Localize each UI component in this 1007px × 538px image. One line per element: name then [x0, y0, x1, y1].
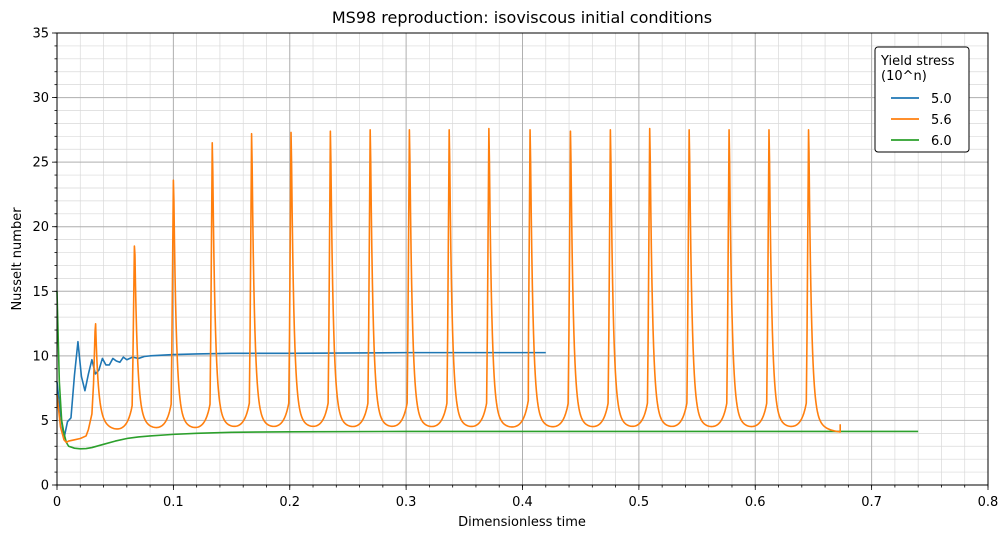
y-tick-label: 20 [32, 220, 49, 235]
series-line-5-6 [56, 127, 841, 444]
x-tick-label: 0.5 [629, 495, 650, 510]
series-line-6-0 [56, 291, 919, 450]
x-tick-label: 0.8 [978, 495, 999, 510]
series-layer [56, 127, 919, 450]
legend-title: Yield stress [880, 54, 955, 69]
x-tick-label: 0.6 [745, 495, 766, 510]
x-tick-label: 0 [53, 495, 61, 510]
legend-box [874, 46, 970, 153]
legend-label: 5.0 [931, 92, 952, 107]
x-axis-label: Dimensionless time [458, 515, 586, 530]
x-tick-label: 0.2 [279, 495, 300, 510]
x-tick-label: 0.4 [512, 495, 533, 510]
y-tick-label: 0 [41, 479, 49, 494]
y-axis: 0 5 10 15 20 25 30 35 [32, 27, 57, 494]
chart-title: MS98 reproduction: isoviscous initial co… [332, 8, 712, 27]
y-tick-label: 10 [32, 349, 49, 364]
legend-label: 6.0 [931, 134, 952, 149]
legend-label: 5.6 [931, 113, 952, 128]
x-tick-label: 0.3 [396, 495, 417, 510]
y-tick-label: 35 [32, 27, 49, 42]
grid [56, 32, 989, 486]
y-axis-label: Nusselt number [10, 207, 25, 311]
y-tick-label: 30 [32, 91, 49, 106]
x-tick-label: 0.7 [861, 495, 882, 510]
legend: Yield stress(10^n) 5.0 5.6 6.0 [874, 46, 970, 153]
x-axis: 0 0.1 0.2 0.3 0.4 0.5 0.6 0.7 0.8 [53, 485, 998, 510]
legend-title: (10^n) [881, 69, 927, 84]
y-tick-label: 15 [32, 285, 49, 300]
y-tick-label: 5 [41, 414, 49, 429]
x-tick-label: 0.1 [163, 495, 184, 510]
y-tick-label: 25 [32, 156, 49, 171]
